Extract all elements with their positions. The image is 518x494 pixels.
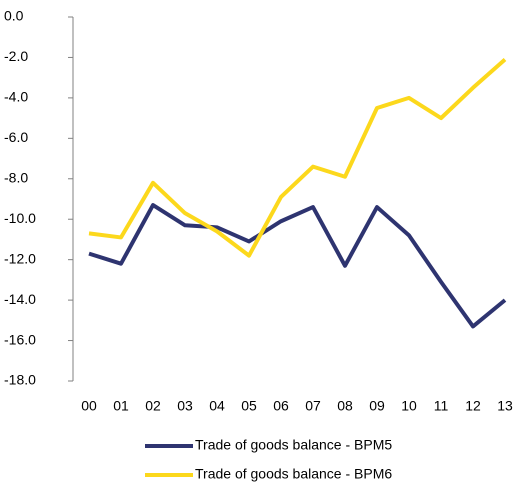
y-tick-label: 0.0 [4,8,24,24]
series-line [88,57,507,258]
y-tick-label: -12.0 [4,250,36,266]
x-tick-label: 06 [273,398,289,414]
x-tick-label: 04 [209,398,225,414]
y-tick-label: -10.0 [4,210,36,226]
x-tick-label: 10 [401,398,417,414]
legend-label: Trade of goods balance - BPM6 [195,466,392,482]
x-tick-label: 08 [337,398,353,414]
x-tick-label: 13 [497,398,513,414]
x-tick-label: 09 [369,398,385,414]
y-tick-label: -4.0 [4,89,28,105]
y-tick-label: -2.0 [4,48,28,64]
y-tick-label: -6.0 [4,129,28,145]
series-line [88,203,507,329]
x-tick-label: 05 [241,398,257,414]
legend-label: Trade of goods balance - BPM5 [195,437,392,453]
y-tick-label: -16.0 [4,331,36,347]
y-tick-label: -18.0 [4,372,36,388]
x-tick-label: 00 [81,398,97,414]
y-tick-label: -8.0 [4,169,28,185]
x-tick-label: 01 [113,398,129,414]
x-tick-label: 02 [145,398,161,414]
x-tick-label: 03 [177,398,193,414]
x-tick-label: 11 [434,398,449,414]
y-tick-label: -14.0 [4,291,36,307]
x-tick-label: 12 [465,398,481,414]
x-tick-label: 07 [305,398,321,414]
